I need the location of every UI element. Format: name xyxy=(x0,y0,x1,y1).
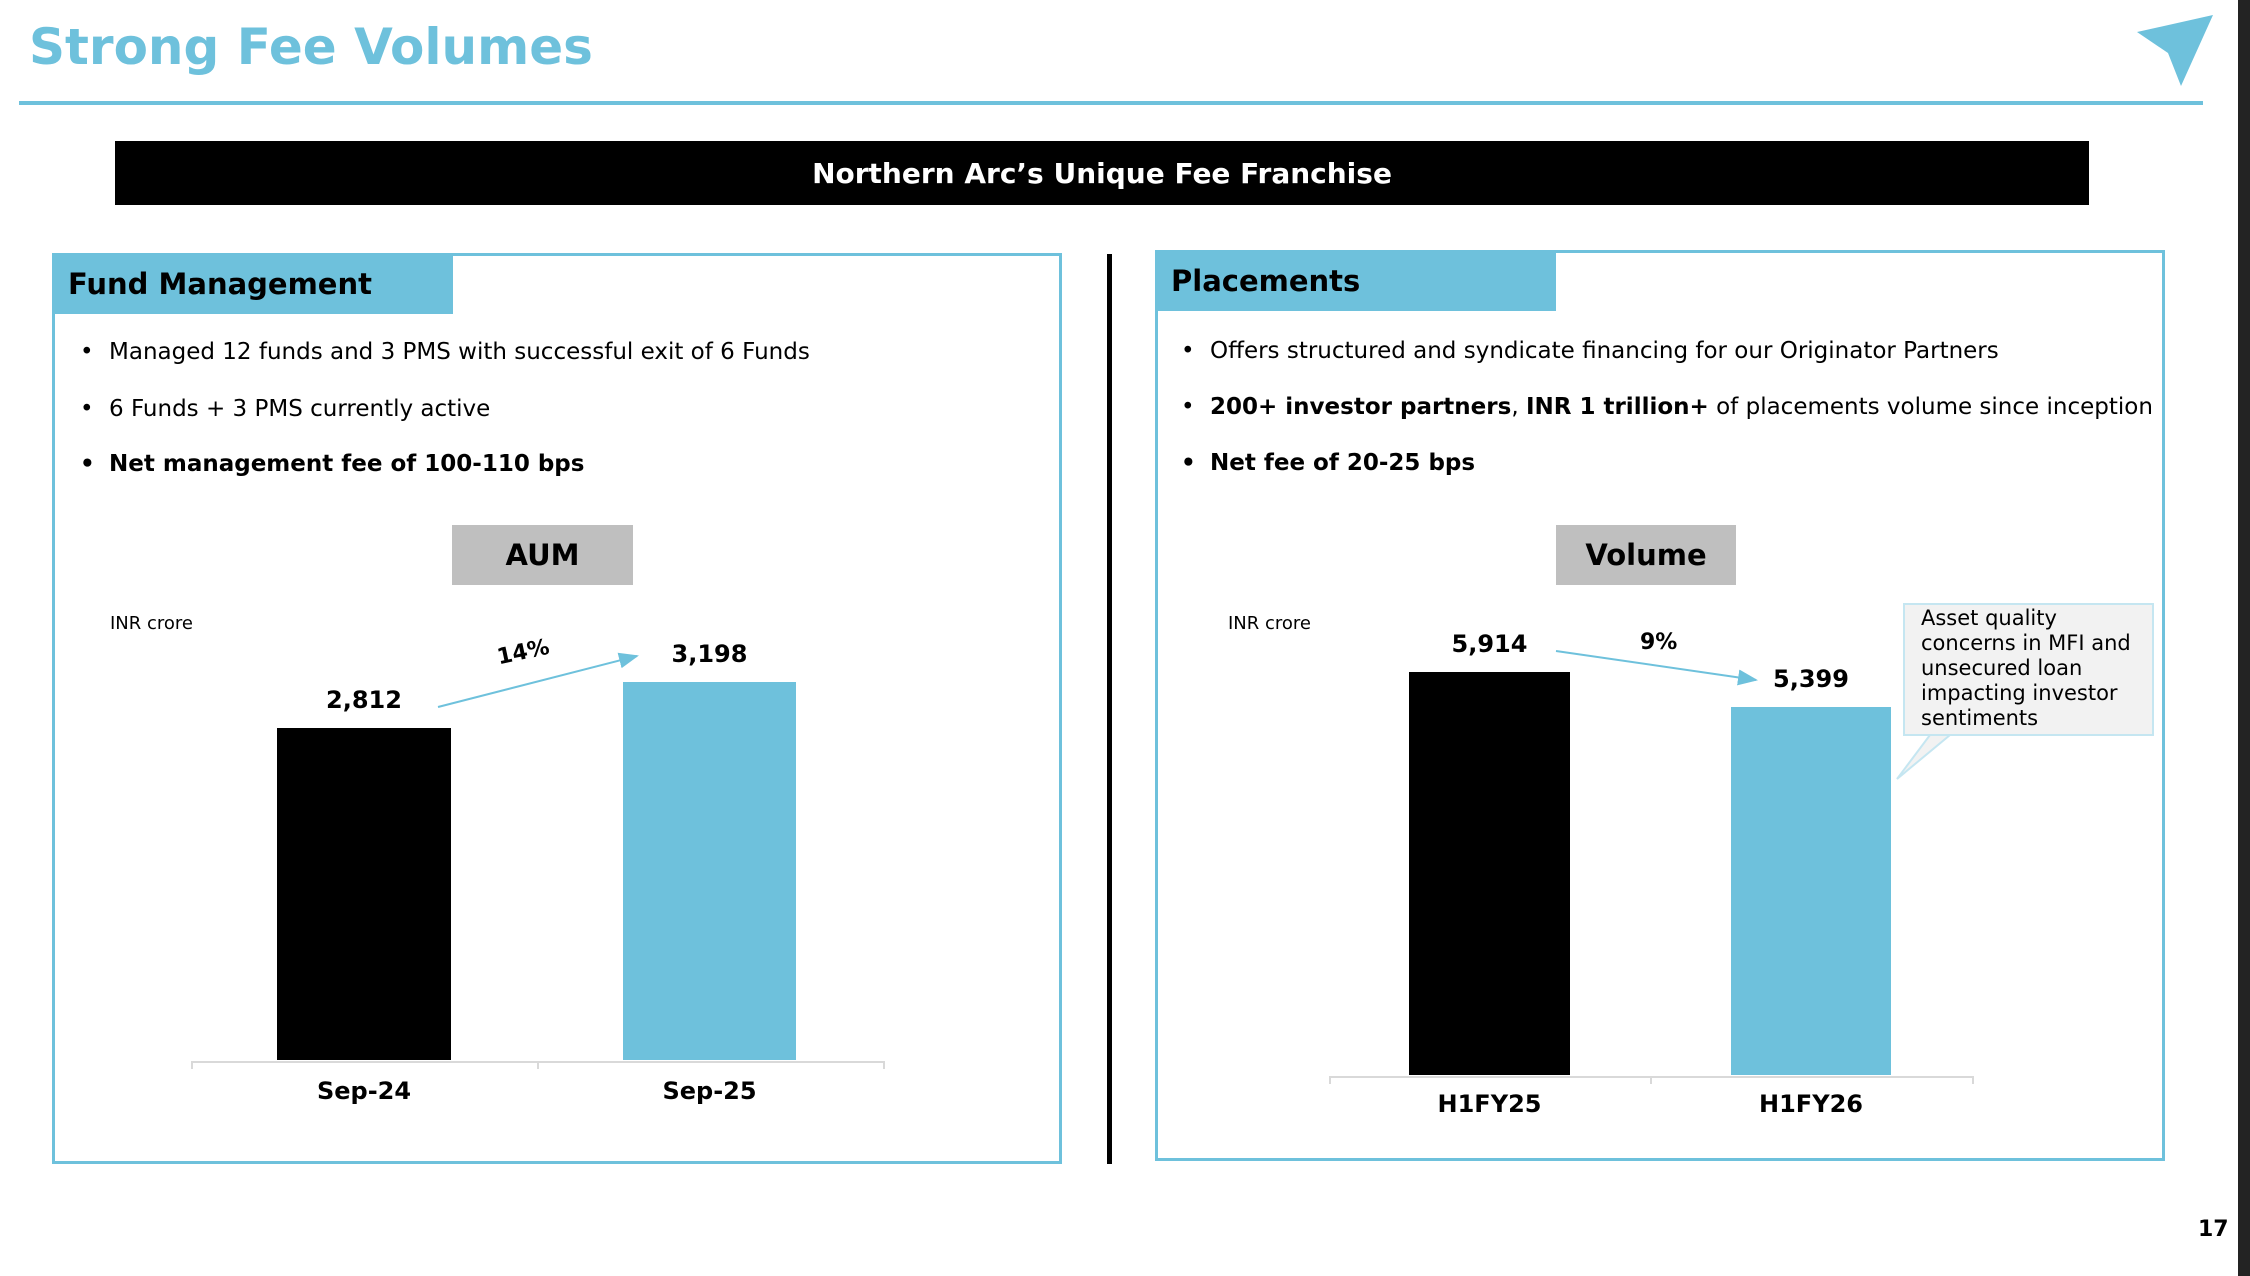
callout-text: Asset quality concerns in MFI and unsecu… xyxy=(1921,606,2131,730)
bullet-item: • Net management fee of 100-110 bps xyxy=(80,451,585,477)
bullet-text: of placements volume since inception xyxy=(1708,394,2153,420)
category-label: H1FY26 xyxy=(1759,1090,1863,1118)
bullet-text: 6 Funds + 3 PMS currently active xyxy=(109,396,491,422)
bar-sep-25 xyxy=(623,681,796,1060)
bar-sep-24 xyxy=(277,727,451,1060)
bullet-text: , xyxy=(1511,394,1526,420)
x-axis-tick xyxy=(1972,1076,1974,1084)
bullet-text: Managed 12 funds and 3 PMS with successf… xyxy=(109,339,810,365)
x-axis-tick xyxy=(883,1061,885,1069)
aum-label-box: AUM xyxy=(452,525,633,585)
bar-h1fy25 xyxy=(1409,672,1570,1075)
bullet-text: Offers structured and syndicate financin… xyxy=(1210,338,1999,364)
unit-label: INR crore xyxy=(1228,613,1311,634)
bullet-bold-text: INR 1 trillion+ xyxy=(1525,394,1709,420)
category-label: H1FY25 xyxy=(1437,1090,1542,1118)
bullet-item: • Managed 12 funds and 3 PMS with success… xyxy=(80,339,810,365)
data-label: 5,914 xyxy=(1451,630,1528,659)
volume-label-box: Volume xyxy=(1556,525,1736,585)
panel-divider xyxy=(1107,254,1112,1164)
category-label: Sep-24 xyxy=(316,1077,412,1105)
fund-management-panel xyxy=(52,253,1062,1164)
data-label: 2,812 xyxy=(326,685,402,714)
x-axis-tick xyxy=(191,1061,193,1069)
page-number: 17 xyxy=(2198,1217,2229,1242)
data-label: 5,399 xyxy=(1773,665,1849,694)
x-axis-tick xyxy=(1329,1076,1331,1084)
unit-label: INR crore xyxy=(110,613,193,634)
data-label: 3,198 xyxy=(671,639,748,668)
page-title: Strong Fee Volumes xyxy=(29,18,593,76)
x-axis-tick xyxy=(1650,1076,1652,1084)
bullet-item: • Net fee of 20-25 bps xyxy=(1181,450,1476,476)
bullet-bold-text: 200+ investor partners xyxy=(1210,394,1512,420)
window-edge xyxy=(2238,0,2250,1276)
bullet-text: Net management fee of 100-110 bps xyxy=(109,451,585,477)
bullet-item: • 200+ investor partners, INR 1 trillion+… xyxy=(1181,394,2153,420)
section-banner: Northern Arc’s Unique Fee Franchise xyxy=(115,141,2089,205)
bar-h1fy26 xyxy=(1731,707,1891,1075)
fund-management-tab: Fund Management xyxy=(52,253,453,314)
paper-plane-arrow-icon xyxy=(2137,15,2213,86)
volume-change-label: 9% xyxy=(1640,630,1678,655)
bullet-item: • Offers structured and syndicate financi… xyxy=(1181,338,1999,364)
placements-tab: Placements xyxy=(1155,250,1556,311)
placements-panel xyxy=(1155,250,2165,1161)
bullet-item: • 6 Funds + 3 PMS currently active xyxy=(80,396,491,422)
category-label: Sep-25 xyxy=(662,1077,757,1105)
x-axis-tick xyxy=(537,1061,539,1069)
title-underline xyxy=(19,101,2203,105)
bullet-text: Net fee of 20-25 bps xyxy=(1210,450,1476,476)
